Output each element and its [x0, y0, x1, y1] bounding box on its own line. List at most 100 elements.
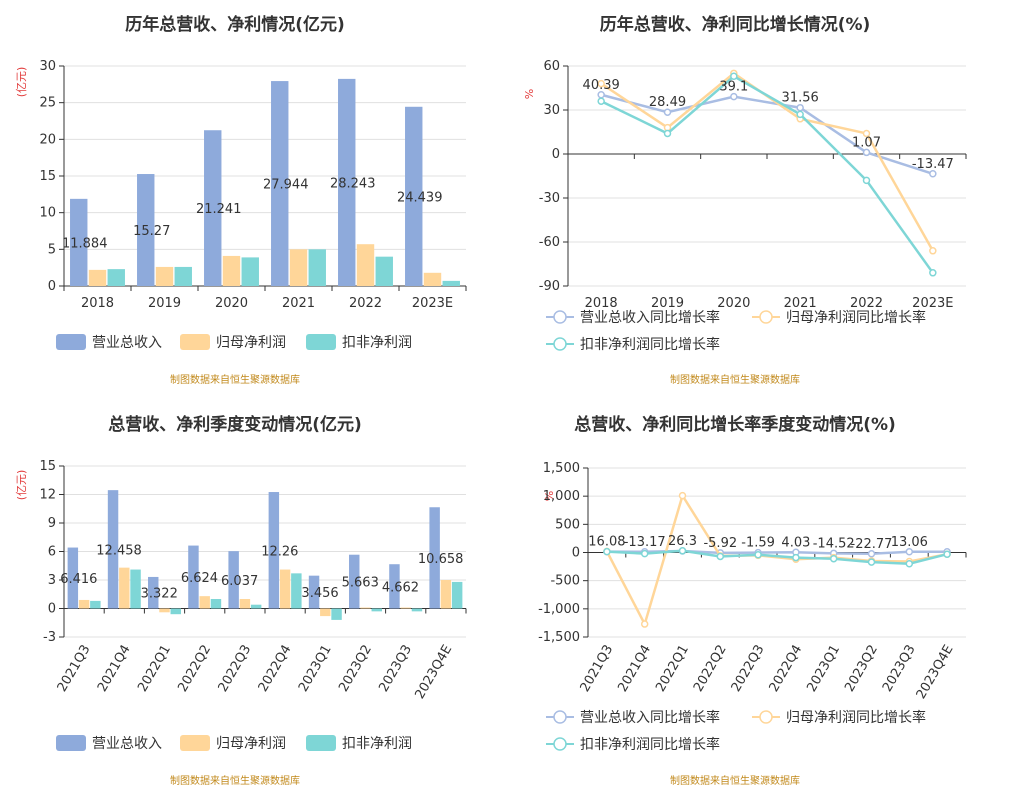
- data-label: 24.439: [397, 190, 443, 205]
- bar-revenue: [389, 564, 400, 609]
- data-label: 40.39: [583, 78, 620, 93]
- bar-deducted-net-profit: [411, 608, 423, 612]
- legend-marker: [553, 337, 567, 351]
- data-label: 6.416: [60, 572, 97, 587]
- bar-net-profit: [423, 272, 442, 286]
- legend-marker: [759, 310, 773, 324]
- source-note: 制图数据来自恒生聚源数据库: [670, 774, 800, 787]
- data-label: 13.06: [891, 535, 928, 550]
- x-tick-label: 2023Q3: [880, 643, 919, 695]
- bar-revenue: [349, 554, 360, 609]
- y-tick-label: 6: [48, 545, 56, 560]
- x-tick-label: 2022Q3: [216, 643, 255, 695]
- chart-title: 总营收、净利季度变动情况(亿元): [108, 414, 362, 435]
- x-tick-label: 2019: [148, 296, 181, 311]
- legend-swatch: [306, 334, 336, 350]
- source-note: 制图数据来自恒生聚源数据库: [170, 774, 300, 787]
- y-tick-label: 60: [543, 59, 560, 74]
- legend-label: 归母净利润: [216, 735, 286, 752]
- series-point: [663, 123, 672, 132]
- data-label: 28.49: [649, 95, 686, 110]
- data-label: 31.56: [782, 91, 819, 106]
- x-tick-label: 2023E: [412, 296, 453, 311]
- x-tick-label: 2018: [585, 296, 618, 311]
- bar-revenue: [148, 576, 159, 609]
- x-tick-label: 2020: [717, 296, 750, 311]
- chart-title: 历年总营收、净利同比增长情况(%): [600, 14, 871, 35]
- series-point: [597, 79, 605, 88]
- bar-revenue: [188, 545, 199, 609]
- data-label: 12.458: [96, 543, 142, 558]
- series-point: [862, 129, 871, 138]
- x-tick-label: 2022Q1: [135, 643, 174, 695]
- x-tick-label: 2021Q3: [578, 643, 617, 695]
- legend-swatch: [56, 735, 86, 751]
- y-tick-label: -30: [539, 191, 560, 206]
- bar-net-profit: [159, 608, 170, 613]
- data-label: 28.243: [330, 176, 376, 191]
- x-tick-label: 2023Q3: [376, 643, 415, 695]
- bar-deducted-net-profit: [90, 600, 101, 609]
- y-unit-label: %: [543, 491, 556, 501]
- x-tick-label: 2023E: [912, 296, 953, 311]
- bar-deducted-net-profit: [375, 256, 393, 286]
- legend-label: 营业总收入: [92, 335, 162, 351]
- series-point: [905, 560, 914, 568]
- series-point: [640, 620, 649, 628]
- data-label: 10.658: [418, 552, 464, 567]
- y-tick-label: 9: [48, 516, 56, 531]
- series-point: [929, 247, 937, 255]
- chart-2: 历年总营收、净利同比增长情况(%)% 60 30 0 -30 -60 -90 2018 2019…: [523, 14, 967, 386]
- series-point: [640, 549, 649, 558]
- legend-label: 扣非净利润同比增长率: [580, 736, 720, 753]
- data-label: 5.663: [342, 576, 379, 591]
- bar-net-profit: [119, 567, 130, 609]
- x-tick-label: 2019: [651, 296, 684, 311]
- x-tick-label: 2023Q4E: [412, 643, 455, 702]
- bar-revenue: [204, 130, 222, 286]
- data-label: -13.17: [624, 535, 666, 550]
- series-point: [678, 547, 687, 555]
- y-tick-label: 20: [39, 132, 56, 147]
- x-tick-label: 2023Q4E: [914, 643, 957, 702]
- x-tick-label: 2023Q2: [842, 643, 881, 695]
- series-point: [796, 110, 804, 119]
- bar-revenue: [308, 575, 320, 609]
- data-label: 1.07: [852, 135, 881, 150]
- series-line-3: [600, 74, 934, 274]
- bar-net-profit: [155, 266, 174, 286]
- y-tick-label: 0: [572, 546, 580, 561]
- x-tick-label: 2021: [282, 296, 315, 311]
- series-point: [663, 129, 672, 138]
- x-tick-label: 2023Q2: [336, 643, 375, 695]
- y-tick-label: 1,000: [543, 489, 580, 504]
- legend-marker: [553, 310, 567, 324]
- bar-deducted-net-profit: [241, 257, 259, 286]
- series-point: [929, 170, 937, 178]
- legend-label: 归母净利润同比增长率: [786, 309, 926, 326]
- series-point: [905, 548, 914, 556]
- bar-revenue: [137, 174, 155, 286]
- series-point: [754, 551, 762, 559]
- series-point: [792, 553, 800, 562]
- chart-4: 总营收、净利同比增长率季度变动情况(%)% 1,500 1,000 500 0 -500 -…: [538, 414, 967, 787]
- x-tick-label: 2020: [215, 296, 248, 311]
- y-tick-label: 30: [39, 59, 56, 74]
- x-tick-label: 2021Q4: [615, 643, 654, 695]
- legend-label: 扣非净利润: [342, 736, 412, 752]
- bar-deducted-net-profit: [331, 608, 342, 620]
- bar-deducted-net-profit: [170, 608, 181, 615]
- data-label: 6.037: [221, 574, 258, 589]
- y-tick-label: -60: [539, 235, 560, 250]
- data-label: -5.92: [703, 536, 737, 551]
- data-label: 3.456: [301, 586, 338, 601]
- data-label: 6.624: [181, 571, 218, 586]
- series-line-2: [605, 492, 948, 628]
- series-point: [663, 108, 672, 116]
- data-label: 3.322: [141, 587, 178, 602]
- x-tick-label: 2022: [850, 296, 883, 311]
- data-label: -1.59: [741, 536, 775, 551]
- legend-swatch: [56, 334, 86, 350]
